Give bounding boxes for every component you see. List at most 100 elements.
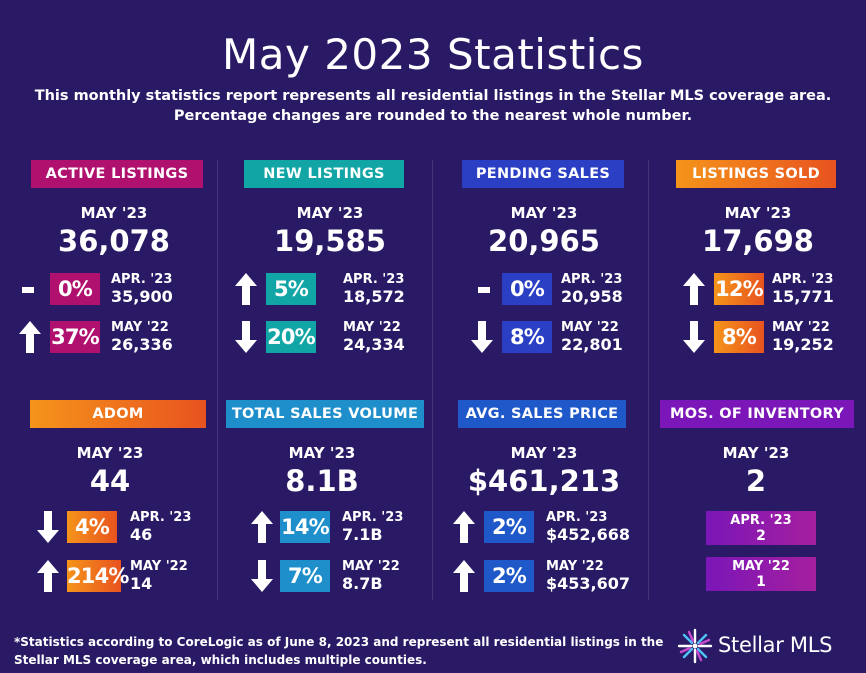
compare-value: 19,252 xyxy=(772,335,834,354)
footnote-line-1: *Statistics according to CoreLogic as of… xyxy=(14,635,664,649)
card-mos-of-inventory: MOS. OF INVENTORY MAY '23 2 APR. '23 2 M… xyxy=(656,400,856,615)
flat-dash-icon xyxy=(22,287,34,293)
arrow-down-icon xyxy=(471,321,493,353)
arrow-up-icon xyxy=(251,511,273,543)
compare-row: 0% APR. '23 35,900 xyxy=(14,270,214,310)
compare-value: 18,572 xyxy=(343,287,405,306)
pct-badge: 5% xyxy=(266,273,316,305)
compare-label: APR. '23 xyxy=(772,272,834,287)
pct-badge: 0% xyxy=(502,273,552,305)
page-subtitle: This monthly statistics report represent… xyxy=(0,86,866,126)
compare-row: 8% MAY '22 19,252 xyxy=(658,318,858,358)
compare-value: 7.1B xyxy=(342,525,383,544)
compare-value: 26,336 xyxy=(111,335,173,354)
compare-row: 5% APR. '23 18,572 xyxy=(230,270,430,310)
pct-badge: 20% xyxy=(266,321,316,353)
card-value: 20,965 xyxy=(488,224,600,258)
card-badge: AVG. SALES PRICE xyxy=(458,400,626,428)
card-period: MAY '23 xyxy=(722,444,790,462)
star-burst-icon xyxy=(677,628,713,664)
compare-label: MAY '22 xyxy=(561,320,619,335)
arrow-up-icon xyxy=(453,511,475,543)
card-value: 2 xyxy=(745,464,767,498)
pct-badge: 8% xyxy=(714,321,764,353)
arrow-up-icon xyxy=(683,273,705,305)
card-avg-sales-price: AVG. SALES PRICE MAY '23 $461,213 2% APR… xyxy=(444,400,644,615)
pct-badge: 8% xyxy=(502,321,552,353)
card-new-listings: NEW LISTINGS MAY '23 19,585 5% APR. '23 … xyxy=(230,160,430,375)
pct-badge: 12% xyxy=(714,273,764,305)
compare-label: MAY '22 xyxy=(546,559,604,574)
column-divider xyxy=(217,160,218,600)
card-badge: TOTAL SALES VOLUME xyxy=(226,400,424,428)
card-adom: ADOM MAY '23 44 4% APR. '23 46 214% MAY … xyxy=(14,400,214,615)
subtitle-line-1: This monthly statistics report represent… xyxy=(34,88,832,104)
stellar-mls-logo: Stellar MLS xyxy=(676,626,856,666)
compare-label: APR. '23 xyxy=(730,513,792,528)
compare-row: 37% MAY '22 26,336 xyxy=(14,318,214,358)
card-period: MAY '23 xyxy=(76,444,144,462)
compare-label: APR. '23 xyxy=(111,272,173,287)
pct-badge: 14% xyxy=(280,511,330,543)
arrow-down-icon xyxy=(235,321,257,353)
card-value: 44 xyxy=(89,464,131,498)
card-period: MAY '23 xyxy=(510,444,578,462)
pct-badge: 37% xyxy=(50,321,100,353)
card-period: MAY '23 xyxy=(80,204,148,222)
page-title: May 2023 Statistics xyxy=(222,30,644,79)
pct-badge: 4% xyxy=(67,511,117,543)
compare-label: MAY '22 xyxy=(732,559,790,574)
card-badge: PENDING SALES xyxy=(462,160,624,188)
compare-value: 22,801 xyxy=(561,335,623,354)
pct-badge: 2% xyxy=(484,560,534,592)
card-value: 36,078 xyxy=(58,224,170,258)
card-period: MAY '23 xyxy=(288,444,356,462)
compare-label: MAY '22 xyxy=(130,559,188,574)
flat-dash-icon xyxy=(478,287,490,293)
arrow-down-icon xyxy=(37,511,59,543)
compare-value: 8.7B xyxy=(342,574,383,593)
pct-badge: 214% xyxy=(67,560,129,592)
subtitle-line-2: Percentage changes are rounded to the ne… xyxy=(173,108,693,124)
logo-text: Stellar MLS xyxy=(718,633,833,657)
compare-label: APR. '23 xyxy=(342,510,404,525)
card-badge: LISTINGS SOLD xyxy=(676,160,836,188)
compare-row: 2% APR. '23 $452,668 xyxy=(444,508,644,548)
compare-row: 14% APR. '23 7.1B xyxy=(222,508,422,548)
compare-row: 4% APR. '23 46 xyxy=(14,508,214,548)
compare-label: APR. '23 xyxy=(546,510,608,525)
arrow-down-icon xyxy=(683,321,705,353)
compare-value: $453,607 xyxy=(546,574,631,593)
compare-row: 0% APR. '23 20,958 xyxy=(444,270,644,310)
card-badge: MOS. OF INVENTORY xyxy=(660,400,854,428)
compare-value: 1 xyxy=(756,574,766,590)
pct-badge: 7% xyxy=(280,560,330,592)
compare-value: 24,334 xyxy=(343,335,405,354)
card-badge: ADOM xyxy=(30,400,206,428)
compare-value: 46 xyxy=(130,525,153,544)
card-value: 8.1B xyxy=(285,464,359,498)
card-active-listings: ACTIVE LISTINGS MAY '23 36,078 0% APR. '… xyxy=(14,160,214,375)
compare-value: 14 xyxy=(130,574,153,593)
arrow-up-icon xyxy=(19,321,41,353)
inventory-compare-box: MAY '22 1 xyxy=(706,557,816,591)
compare-row: 20% MAY '22 24,334 xyxy=(230,318,430,358)
arrow-down-icon xyxy=(251,560,273,592)
compare-label: MAY '22 xyxy=(342,559,400,574)
compare-label: MAY '22 xyxy=(111,320,169,335)
card-period: MAY '23 xyxy=(510,204,578,222)
compare-value: 15,771 xyxy=(772,287,834,306)
compare-label: APR. '23 xyxy=(343,272,405,287)
compare-value: $452,668 xyxy=(546,525,631,544)
card-value: 17,698 xyxy=(702,224,814,258)
arrow-up-icon xyxy=(235,273,257,305)
compare-row: 7% MAY '22 8.7B xyxy=(222,557,422,597)
compare-label: MAY '22 xyxy=(343,320,401,335)
compare-row: 214% MAY '22 14 xyxy=(14,557,214,597)
card-period: MAY '23 xyxy=(724,204,792,222)
compare-row: 2% MAY '22 $453,607 xyxy=(444,557,644,597)
card-listings-sold: LISTINGS SOLD MAY '23 17,698 12% APR. '2… xyxy=(658,160,858,375)
compare-label: MAY '22 xyxy=(772,320,830,335)
card-badge: NEW LISTINGS xyxy=(244,160,404,188)
card-value: $461,213 xyxy=(467,464,621,498)
